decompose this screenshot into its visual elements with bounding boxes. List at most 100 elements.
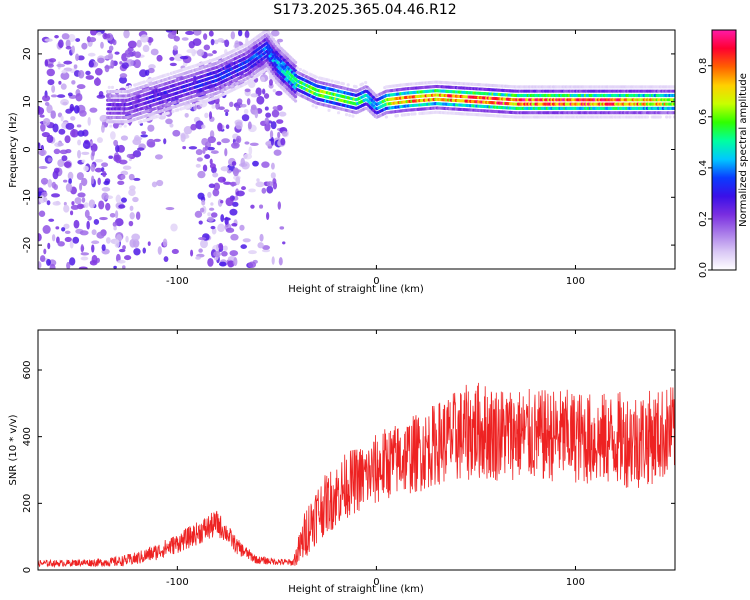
spectrogram-noise-blob bbox=[240, 157, 246, 167]
spectrogram-noise-blob bbox=[225, 111, 229, 117]
spectrogram-ridge-cell bbox=[330, 79, 334, 83]
spectrogram-noise-blob bbox=[48, 218, 55, 222]
spectrogram-noise-blob bbox=[198, 248, 203, 253]
spectrogram-noise-blob bbox=[126, 153, 133, 159]
spectrogram-noise-blob bbox=[196, 49, 205, 57]
colorbar-tick-label: 0.8 bbox=[698, 58, 709, 74]
spectrogram-noise-blob bbox=[254, 109, 259, 119]
spectrogram-noise-blob bbox=[269, 130, 274, 139]
spectrogram-noise-blob bbox=[90, 143, 98, 152]
spectrogram-noise-blob bbox=[76, 84, 86, 90]
spectrogram-noise-blob bbox=[165, 30, 173, 33]
spectrogram-noise-blob bbox=[113, 265, 117, 269]
spectrogram-noise-blob bbox=[232, 201, 239, 207]
spectrogram-noise-blob bbox=[57, 241, 65, 247]
spectrogram-noise-blob bbox=[184, 112, 189, 118]
spectrogram-noise-blob bbox=[63, 179, 68, 183]
spectrogram-noise-blob bbox=[273, 149, 282, 156]
spectrogram-noise-blob bbox=[240, 244, 248, 249]
spectrogram-noise-blob bbox=[90, 30, 98, 36]
spectrogram-noise-blob bbox=[79, 230, 89, 236]
spectrogram-noise-blob bbox=[134, 51, 142, 59]
spectrogram-noise-blob bbox=[61, 227, 66, 232]
colorbar-label: Normalized spectral amplitude bbox=[738, 73, 749, 227]
spectrogram-noise-blob bbox=[179, 55, 189, 60]
spectrogram-noise-blob bbox=[70, 210, 74, 216]
spectrogram-noise-blob bbox=[42, 95, 51, 102]
spectrogram-noise-blob bbox=[255, 181, 265, 188]
spectrogram-noise-blob bbox=[71, 201, 75, 206]
spectrogram-noise-blob bbox=[217, 122, 223, 132]
spectrogram-noise-blob bbox=[180, 133, 186, 143]
spectrogram-noise-blob bbox=[236, 135, 242, 144]
figure-title: S173.2025.365.04.46.R12 bbox=[273, 2, 456, 18]
spectrogram-noise-blob bbox=[186, 49, 195, 54]
spectrogram-noise-blob bbox=[133, 136, 143, 141]
spectrogram-noise-blob bbox=[76, 172, 84, 180]
spectrogram-noise-blob bbox=[63, 60, 73, 65]
spectrogram-noise-blob bbox=[133, 59, 141, 69]
spectrogram-noise-blob bbox=[239, 224, 245, 231]
spectrogram-noise-blob bbox=[192, 30, 202, 36]
spectrogram-ridge-cell bbox=[364, 80, 368, 85]
spectrogram-noise-blob bbox=[91, 229, 97, 236]
spectrogram-noise-blob bbox=[157, 246, 162, 255]
spectrogram-noise-blob bbox=[272, 88, 277, 93]
spectrogram-noise-blob bbox=[124, 255, 132, 261]
spectrogram-noise-blob bbox=[101, 124, 105, 133]
spectrogram-noise-blob bbox=[209, 130, 215, 139]
spectrogram-noise-blob bbox=[52, 201, 61, 206]
spectrogram-ridge-cell bbox=[293, 60, 298, 64]
snr-y-tick-label: 0 bbox=[22, 567, 33, 573]
spectrogram-ridge-cell bbox=[384, 115, 388, 119]
spectrogram-noise-blob bbox=[104, 64, 110, 73]
spectrogram-noise-blob bbox=[281, 131, 288, 137]
spectrogram-noise-blob bbox=[250, 93, 259, 98]
spectrogram-noise-blob bbox=[69, 106, 75, 112]
spectrogram-noise-blob bbox=[107, 52, 114, 60]
spectrogram-noise-blob bbox=[204, 112, 209, 119]
spectrogram-noise-blob bbox=[213, 182, 221, 191]
spectrogram-noise-blob bbox=[144, 69, 150, 76]
spectrogram-noise-blob bbox=[278, 111, 287, 117]
spectrogram-noise-blob bbox=[101, 244, 106, 251]
spectrogram-ridge-cell bbox=[298, 67, 302, 72]
spectrogram-y-tick-label: 20 bbox=[22, 48, 33, 61]
spectrogram-noise-blob bbox=[114, 239, 120, 248]
spectrogram-noise-blob bbox=[195, 256, 201, 260]
spectrogram-ridge-cell bbox=[166, 72, 170, 76]
spectrogram-ridge-cell bbox=[125, 85, 129, 89]
spectrogram-noise-blob bbox=[87, 116, 91, 126]
spectrogram-noise-blob bbox=[113, 226, 117, 231]
spectrogram-ridge-cell bbox=[128, 84, 132, 89]
spectrogram-noise-blob bbox=[110, 59, 115, 69]
spectrogram-noise-blob bbox=[105, 202, 111, 211]
spectrogram-noise-blob bbox=[225, 197, 234, 207]
spectrogram-ridge-cell bbox=[273, 39, 277, 44]
spectrogram-ridge-cell bbox=[645, 115, 650, 119]
spectrogram-noise-blob bbox=[64, 230, 71, 235]
spectrogram-noise-blob bbox=[98, 200, 105, 210]
spectrogram-noise-blob bbox=[209, 158, 213, 165]
spectrogram-noise-blob bbox=[209, 163, 216, 169]
spectrogram-noise-blob bbox=[57, 159, 65, 168]
colorbar-tick-label: 0.0 bbox=[698, 262, 709, 278]
spectrogram-noise-blob bbox=[212, 188, 220, 197]
spectrogram-noise-blob bbox=[63, 161, 72, 168]
spectrogram-noise-blob bbox=[75, 38, 81, 42]
spectrogram-noise-blob bbox=[244, 141, 250, 145]
spectrogram-noise-blob bbox=[81, 42, 88, 50]
spectrogram-noise-blob bbox=[242, 238, 251, 243]
spectrogram-noise-blob bbox=[40, 177, 49, 185]
spectrogram-noise-blob bbox=[256, 178, 260, 183]
spectrogram-ridge-cell bbox=[293, 95, 298, 99]
spectrogram-noise-blob bbox=[94, 167, 103, 173]
snr-x-axis-label: Height of straight line (km) bbox=[288, 584, 424, 595]
spectrogram-noise-blob bbox=[208, 30, 214, 37]
spectrogram-noise-blob bbox=[105, 237, 111, 244]
snr-x-tick-label: -100 bbox=[166, 577, 189, 588]
spectrogram-noise-blob bbox=[203, 44, 211, 51]
spectrogram-noise-blob bbox=[122, 245, 126, 250]
spectrogram-noise-blob bbox=[122, 265, 126, 269]
